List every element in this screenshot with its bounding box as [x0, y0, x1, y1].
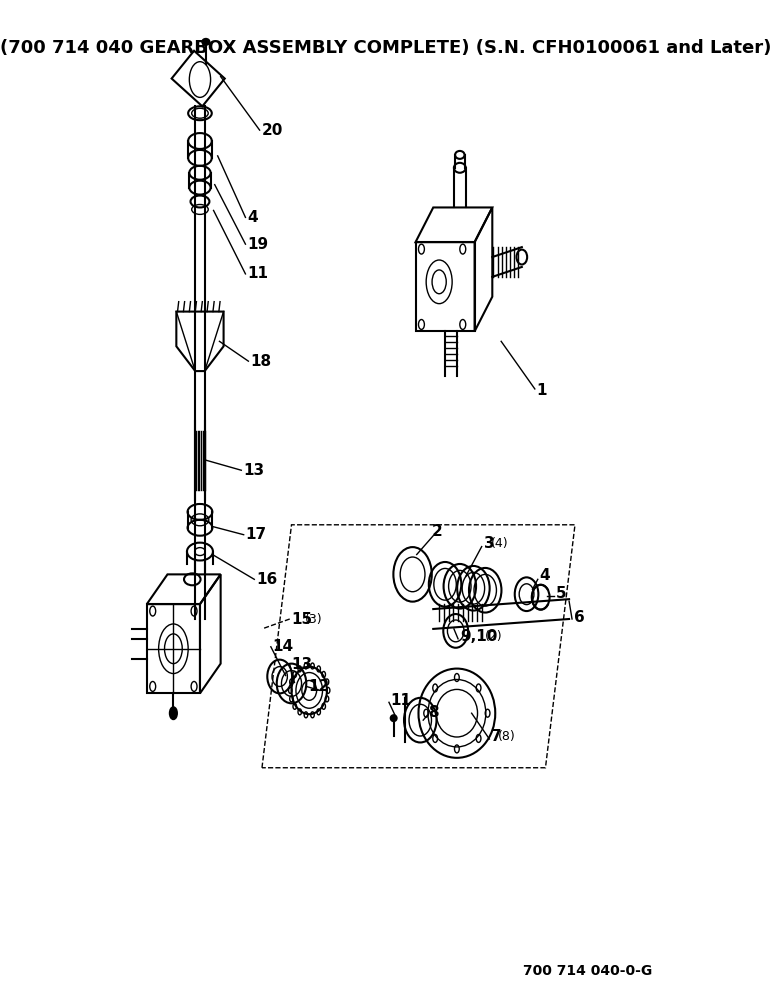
Text: (700 714 040 GEARBOX ASSEMBLY COMPLETE) (S.N. CFH0100061 and Later): (700 714 040 GEARBOX ASSEMBLY COMPLETE) … — [0, 39, 772, 57]
Text: 4: 4 — [247, 210, 258, 225]
Text: 8: 8 — [428, 705, 439, 720]
Text: 5: 5 — [556, 586, 567, 601]
Text: (2): (2) — [486, 630, 503, 643]
Text: (4): (4) — [491, 537, 509, 550]
Text: 18: 18 — [250, 354, 271, 369]
Text: 16: 16 — [256, 572, 277, 587]
Text: 3: 3 — [484, 536, 495, 551]
Text: 6: 6 — [574, 610, 584, 625]
Circle shape — [170, 707, 177, 719]
Text: 11: 11 — [391, 693, 411, 708]
Text: 20: 20 — [262, 123, 283, 138]
Text: 1: 1 — [537, 383, 547, 398]
Ellipse shape — [391, 715, 397, 721]
Text: 9,10: 9,10 — [460, 629, 497, 644]
Text: 7: 7 — [491, 729, 502, 744]
Text: 4: 4 — [540, 568, 550, 583]
Text: 14: 14 — [273, 639, 293, 654]
Text: 11: 11 — [247, 266, 268, 281]
Text: (8): (8) — [498, 730, 516, 743]
Text: 13: 13 — [243, 463, 264, 478]
Text: 700 714 040-0-G: 700 714 040-0-G — [523, 964, 652, 978]
Ellipse shape — [202, 39, 209, 45]
Text: (3): (3) — [304, 612, 322, 626]
Text: 2: 2 — [432, 524, 443, 539]
Text: 19: 19 — [247, 237, 269, 252]
Text: 15: 15 — [292, 611, 313, 626]
Text: 17: 17 — [245, 527, 266, 542]
Text: 13: 13 — [292, 657, 313, 672]
Text: 12: 12 — [308, 679, 330, 694]
